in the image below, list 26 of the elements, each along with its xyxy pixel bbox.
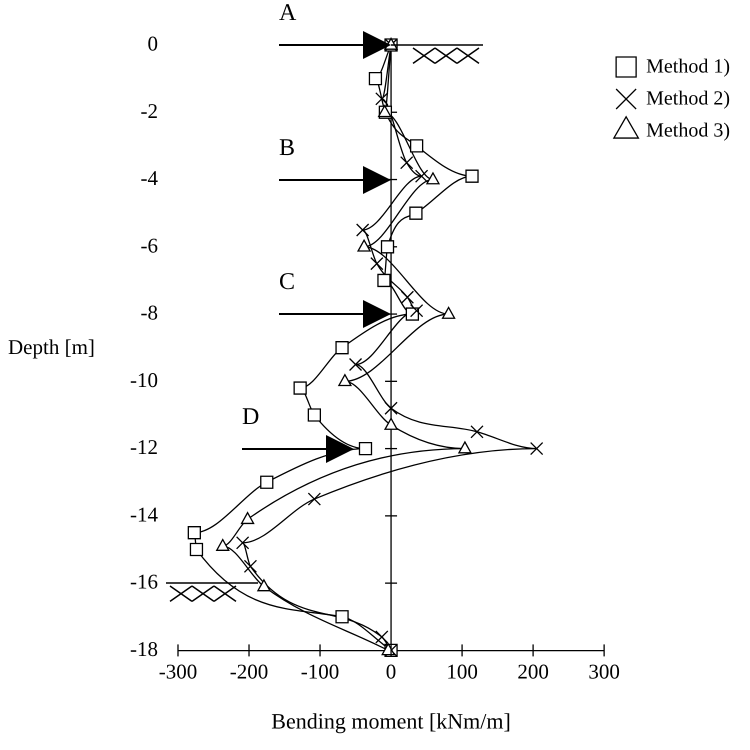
- x-tick-label: -100: [300, 660, 340, 684]
- y-tick-label: -10: [130, 368, 158, 392]
- legend-label: Method 3): [646, 119, 730, 142]
- y-tick-label: -18: [130, 636, 158, 661]
- y-tick-label: -8: [140, 300, 158, 325]
- y-tick-label: -12: [130, 435, 158, 460]
- x-tick-label: -300: [158, 660, 198, 684]
- y-tick-label: -2: [140, 98, 158, 123]
- x-tick-label: -200: [230, 660, 268, 684]
- x-tick-label: 100: [446, 660, 478, 684]
- annotation: C: [279, 268, 296, 296]
- y-tick-label: -6: [140, 233, 158, 258]
- x-axis-title: Bending moment [kNm/m]: [271, 708, 511, 734]
- annotation: B: [279, 134, 296, 162]
- x-tick-label: 0: [386, 660, 396, 684]
- y-tick-label: -16: [130, 570, 158, 594]
- x-tick-label: 300: [588, 660, 620, 684]
- y-tick-label: -14: [130, 502, 158, 526]
- y-tick-label: 0: [147, 32, 158, 56]
- legend-label: Method 2): [646, 87, 730, 110]
- legend-label: Method 1): [646, 55, 730, 78]
- y-tick-label: -4: [140, 166, 158, 190]
- y-axis-title: Depth [m]: [8, 334, 95, 360]
- annotation: D: [242, 402, 260, 431]
- text: A: [279, 0, 296, 27]
- x-tick-label: 200: [517, 660, 549, 684]
